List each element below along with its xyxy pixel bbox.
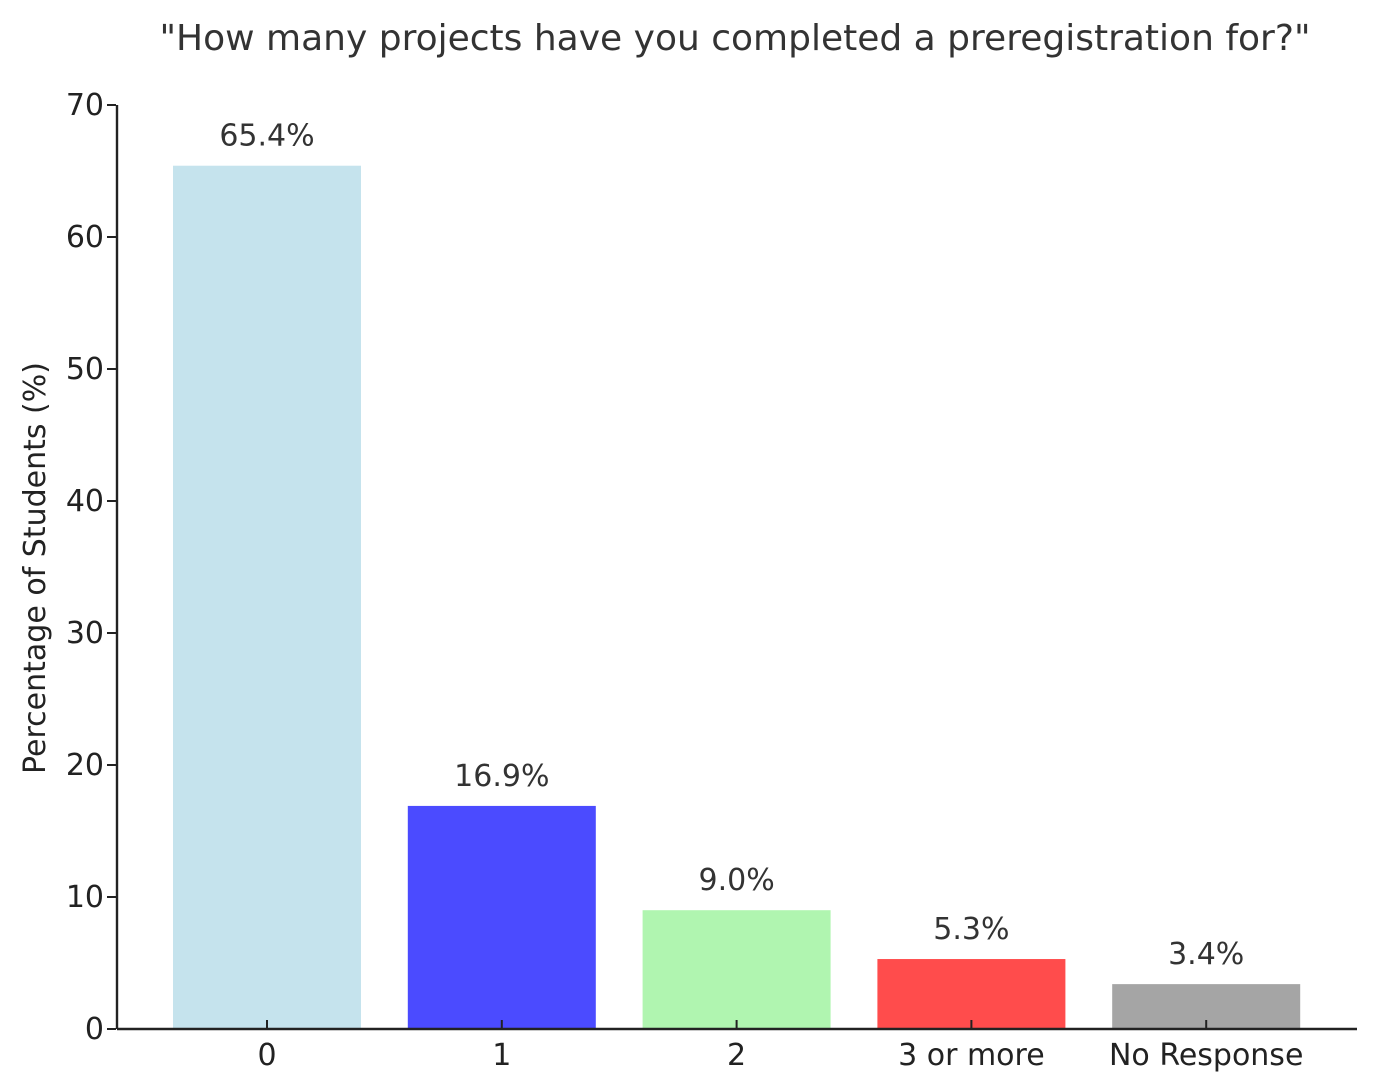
data-label-0: 65.4% [219,119,314,154]
data-label-3: 5.3% [933,912,1009,947]
y-tick-label-1: 10 [66,880,104,915]
x-tick-label-0: 0 [257,1038,276,1073]
y-axis-label: Percentage of Students (%) [18,362,53,774]
x-tick-label-1: 1 [492,1038,511,1073]
bar-3 [877,959,1066,1029]
bar-2 [642,910,831,1029]
bars-group [173,165,1301,1030]
y-tick-label-7: 70 [66,88,104,123]
y-tick-label-5: 50 [66,352,104,387]
bar-0 [173,165,361,1030]
y-tick-label-6: 60 [66,220,104,255]
x-tick-label-2: 2 [727,1038,746,1073]
data-label-1: 16.9% [454,759,549,794]
bar-1 [407,805,596,1029]
data-label-4: 3.4% [1168,937,1244,972]
chart-title: "How many projects have you completed a … [159,18,1310,59]
y-tick-label-4: 40 [66,484,104,519]
x-axis: 0 1 2 3 or more No Response [117,1020,1357,1073]
y-axis: 0 10 20 30 40 50 60 70 [66,88,119,1047]
data-label-2: 9.0% [698,863,774,898]
y-tick-label-2: 20 [66,748,104,783]
data-labels-group: 65.4% 16.9% 9.0% 5.3% 3.4% [219,119,1244,972]
x-tick-label-3: 3 or more [898,1038,1045,1073]
y-tick-label-3: 30 [66,616,104,651]
x-tick-label-4: No Response [1109,1038,1303,1073]
y-tick-label-0: 0 [85,1012,104,1047]
